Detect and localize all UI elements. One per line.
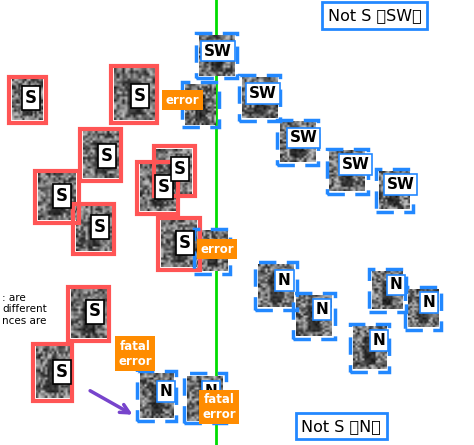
Bar (182, 82, 219, 127)
Text: S: S (89, 303, 101, 320)
Bar (36, 347, 69, 398)
Text: SW: SW (290, 130, 317, 146)
Bar (242, 78, 277, 118)
Bar (137, 162, 178, 214)
Bar (140, 374, 173, 418)
Bar (196, 33, 237, 78)
Bar (35, 171, 79, 223)
Bar (199, 36, 235, 76)
Text: N: N (373, 333, 385, 348)
Text: S: S (93, 218, 106, 236)
Text: error: error (166, 93, 199, 107)
Bar (353, 327, 386, 369)
Bar (154, 146, 195, 196)
Bar (327, 149, 368, 194)
Bar (184, 373, 226, 423)
Bar (329, 151, 365, 191)
Bar (408, 289, 438, 327)
Text: SW: SW (249, 86, 277, 101)
Bar (194, 229, 230, 274)
Text: N: N (205, 384, 217, 399)
Text: error: error (201, 243, 234, 256)
Text: : are
different
nces are: : are different nces are (2, 293, 47, 326)
Bar (187, 376, 223, 421)
Text: fatal
error: fatal error (202, 393, 236, 421)
Bar (255, 262, 297, 310)
Bar (239, 75, 280, 121)
Bar (83, 131, 118, 178)
Bar (9, 77, 46, 123)
Text: SW: SW (204, 44, 232, 59)
Bar (158, 218, 200, 270)
Bar (111, 66, 157, 123)
Bar (38, 174, 76, 220)
Bar (350, 324, 389, 372)
Bar (405, 287, 441, 330)
Text: S: S (179, 234, 191, 251)
Bar (376, 169, 413, 212)
Bar (185, 85, 216, 125)
Text: S: S (174, 160, 186, 178)
Bar (137, 371, 176, 421)
Text: SW: SW (342, 157, 369, 172)
Bar (114, 69, 154, 120)
Bar (71, 289, 107, 338)
Text: SW: SW (387, 177, 414, 192)
Bar (372, 271, 403, 309)
Text: N: N (160, 384, 172, 399)
Bar (80, 129, 121, 181)
Bar (76, 207, 111, 251)
Text: S: S (134, 87, 146, 105)
Text: Not S （SW）: Not S （SW） (328, 8, 421, 23)
Bar (73, 204, 114, 254)
Text: S: S (25, 89, 37, 107)
Bar (12, 80, 43, 120)
Bar (258, 265, 294, 307)
Text: S: S (157, 178, 170, 196)
Bar (280, 122, 315, 162)
Bar (68, 287, 109, 341)
Bar (277, 120, 318, 165)
Bar (161, 220, 197, 267)
Text: N: N (423, 295, 435, 310)
Bar (197, 231, 228, 271)
Text: N: N (390, 277, 402, 292)
Bar (296, 296, 332, 336)
Bar (140, 165, 175, 211)
Text: Not S （N）: Not S （N） (301, 419, 381, 434)
Text: N: N (278, 273, 291, 288)
Bar (33, 344, 72, 401)
Text: S: S (55, 363, 68, 380)
Bar (379, 171, 410, 209)
Text: S: S (55, 187, 68, 205)
Text: N: N (316, 302, 328, 317)
Bar (369, 269, 406, 312)
Text: S: S (100, 147, 113, 165)
Text: fatal
error: fatal error (118, 340, 152, 368)
Bar (293, 293, 335, 339)
Bar (156, 149, 192, 194)
